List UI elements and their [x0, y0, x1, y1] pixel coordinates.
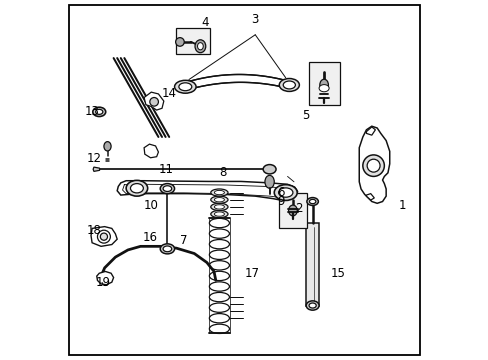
Ellipse shape: [160, 244, 174, 254]
Ellipse shape: [210, 203, 227, 211]
Polygon shape: [366, 194, 373, 200]
Ellipse shape: [197, 42, 203, 50]
Ellipse shape: [93, 107, 105, 117]
Polygon shape: [97, 271, 113, 285]
Ellipse shape: [96, 109, 102, 114]
Ellipse shape: [214, 212, 224, 216]
Text: 9: 9: [276, 195, 284, 208]
Polygon shape: [144, 92, 163, 110]
Ellipse shape: [305, 301, 319, 310]
Bar: [306, 223, 318, 306]
Text: 6: 6: [276, 186, 284, 199]
Text: 19: 19: [96, 276, 110, 289]
Text: 11: 11: [158, 163, 173, 176]
Bar: [176, 28, 210, 54]
Ellipse shape: [163, 246, 171, 252]
Ellipse shape: [306, 198, 318, 206]
Ellipse shape: [104, 141, 111, 151]
Ellipse shape: [319, 85, 328, 92]
Ellipse shape: [264, 175, 274, 188]
Ellipse shape: [278, 188, 292, 197]
Text: 15: 15: [330, 267, 345, 280]
Ellipse shape: [210, 211, 227, 218]
Text: 12: 12: [86, 152, 102, 165]
Ellipse shape: [163, 186, 171, 192]
Ellipse shape: [214, 190, 224, 195]
Polygon shape: [185, 75, 289, 90]
Polygon shape: [366, 127, 375, 135]
Text: 14: 14: [162, 87, 177, 100]
Text: 2: 2: [294, 202, 302, 215]
Bar: [278, 193, 306, 228]
Ellipse shape: [195, 40, 205, 53]
Text: 1: 1: [398, 199, 406, 212]
Ellipse shape: [279, 78, 299, 91]
Text: 8: 8: [219, 166, 226, 179]
Ellipse shape: [210, 196, 227, 203]
Text: 3: 3: [251, 13, 259, 26]
Circle shape: [366, 159, 379, 172]
Ellipse shape: [214, 205, 224, 209]
Bar: [308, 62, 339, 105]
Ellipse shape: [174, 80, 196, 93]
Ellipse shape: [283, 81, 295, 89]
Ellipse shape: [130, 184, 143, 193]
Text: 4: 4: [201, 17, 208, 30]
Text: 10: 10: [144, 199, 159, 212]
Text: 18: 18: [86, 224, 102, 237]
Polygon shape: [144, 144, 158, 158]
Text: 13: 13: [85, 105, 100, 118]
Circle shape: [149, 98, 158, 106]
Polygon shape: [117, 181, 297, 201]
Circle shape: [175, 38, 184, 46]
Ellipse shape: [263, 165, 276, 174]
Ellipse shape: [214, 198, 224, 202]
Ellipse shape: [309, 199, 315, 204]
Text: 7: 7: [180, 234, 187, 247]
Ellipse shape: [160, 184, 174, 194]
Ellipse shape: [308, 303, 316, 308]
Text: 17: 17: [244, 267, 259, 280]
Circle shape: [362, 155, 384, 176]
Ellipse shape: [274, 185, 297, 201]
Polygon shape: [93, 167, 100, 171]
Ellipse shape: [288, 205, 297, 216]
Circle shape: [100, 233, 107, 240]
Circle shape: [97, 230, 110, 243]
Ellipse shape: [319, 79, 328, 91]
Polygon shape: [91, 226, 117, 246]
Text: 5: 5: [301, 109, 308, 122]
Text: 16: 16: [142, 231, 157, 244]
Polygon shape: [359, 126, 389, 203]
Ellipse shape: [179, 83, 191, 91]
Ellipse shape: [210, 189, 227, 196]
Ellipse shape: [126, 180, 147, 196]
